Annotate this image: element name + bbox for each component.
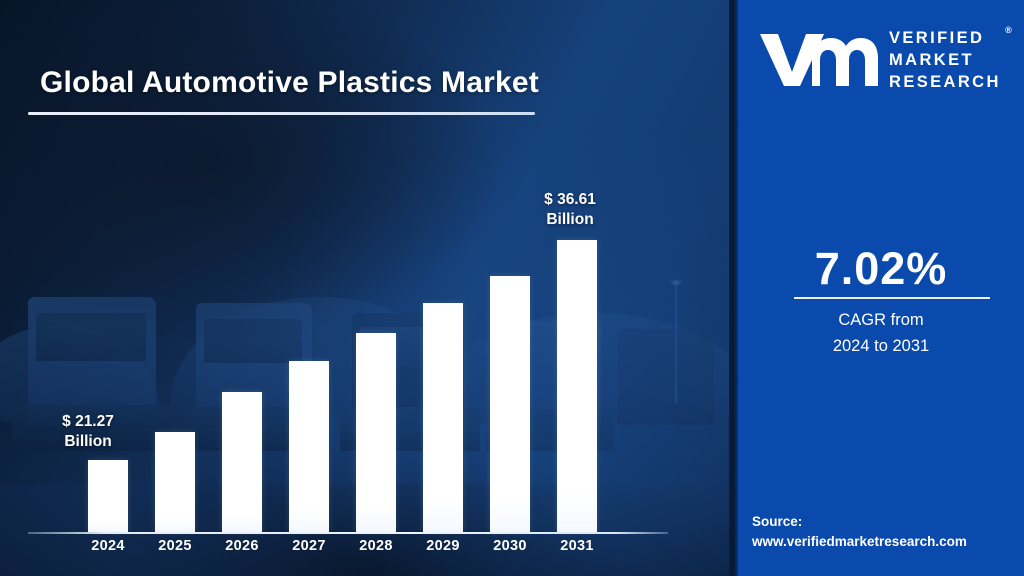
vmr-monogram-icon xyxy=(756,28,878,95)
bar-2027 xyxy=(289,361,329,532)
value-label-unit: Billion xyxy=(64,432,112,450)
bar-2029 xyxy=(423,303,463,532)
x-tick-2026: 2026 xyxy=(225,538,259,554)
x-axis-line xyxy=(28,532,668,534)
value-label-amount: $ 36.61 xyxy=(544,191,596,208)
bar-2025 xyxy=(155,432,195,532)
source-label: Source: xyxy=(752,514,803,529)
brand-line-1: VERIFIED xyxy=(889,29,985,48)
x-tick-2030: 2030 xyxy=(493,538,527,554)
background-truck-scene xyxy=(0,255,732,576)
bar-2028 xyxy=(356,333,396,532)
page-title: Global Automotive Plastics Market xyxy=(40,66,539,99)
x-tick-2024: 2024 xyxy=(91,538,125,554)
bar-value-label-2031: $ 36.61 Billion xyxy=(515,190,625,230)
x-tick-2027: 2027 xyxy=(292,538,326,554)
brand-logo[interactable]: VERIFIED MARKET RESEARCH ® xyxy=(756,24,1012,98)
x-tick-2031: 2031 xyxy=(560,538,594,554)
x-tick-2029: 2029 xyxy=(426,538,460,554)
cagr-value: 7.02% xyxy=(814,243,948,294)
source-block: Source: www.verifiedmarketresearch.com xyxy=(752,512,1022,551)
x-tick-2025: 2025 xyxy=(158,538,192,554)
source-url[interactable]: www.verifiedmarketresearch.com xyxy=(752,533,967,549)
bar-value-label-2024: $ 21.27 Billion xyxy=(33,412,143,452)
value-label-unit: Billion xyxy=(546,210,594,228)
panel-divider xyxy=(729,0,738,576)
bar-2031 xyxy=(557,240,597,532)
chart-panel: Global Automotive Plastics Market $ 21.2… xyxy=(0,0,732,576)
registered-trademark-icon: ® xyxy=(1005,25,1012,36)
bar-2026 xyxy=(222,392,262,532)
brand-panel: VERIFIED MARKET RESEARCH ® 7.02% CAGR fr… xyxy=(738,0,1024,576)
value-label-amount: $ 21.27 xyxy=(62,413,114,430)
title-underline xyxy=(28,112,535,115)
cagr-caption-line-1: CAGR from xyxy=(838,311,924,329)
bar-2030 xyxy=(490,276,530,532)
cagr-caption-line-2: 2024 to 2031 xyxy=(832,336,930,355)
cagr-caption: CAGR from 2024 to 2031 xyxy=(738,308,1024,359)
cagr-divider xyxy=(794,297,990,299)
brand-line-2: MARKET xyxy=(889,51,974,70)
brand-logo-text: VERIFIED MARKET RESEARCH ® xyxy=(889,25,1012,94)
lamp-post-icon xyxy=(669,279,683,403)
x-tick-2028: 2028 xyxy=(359,538,393,554)
brand-line-3: RESEARCH xyxy=(889,72,1001,91)
bar-2024 xyxy=(88,460,128,532)
